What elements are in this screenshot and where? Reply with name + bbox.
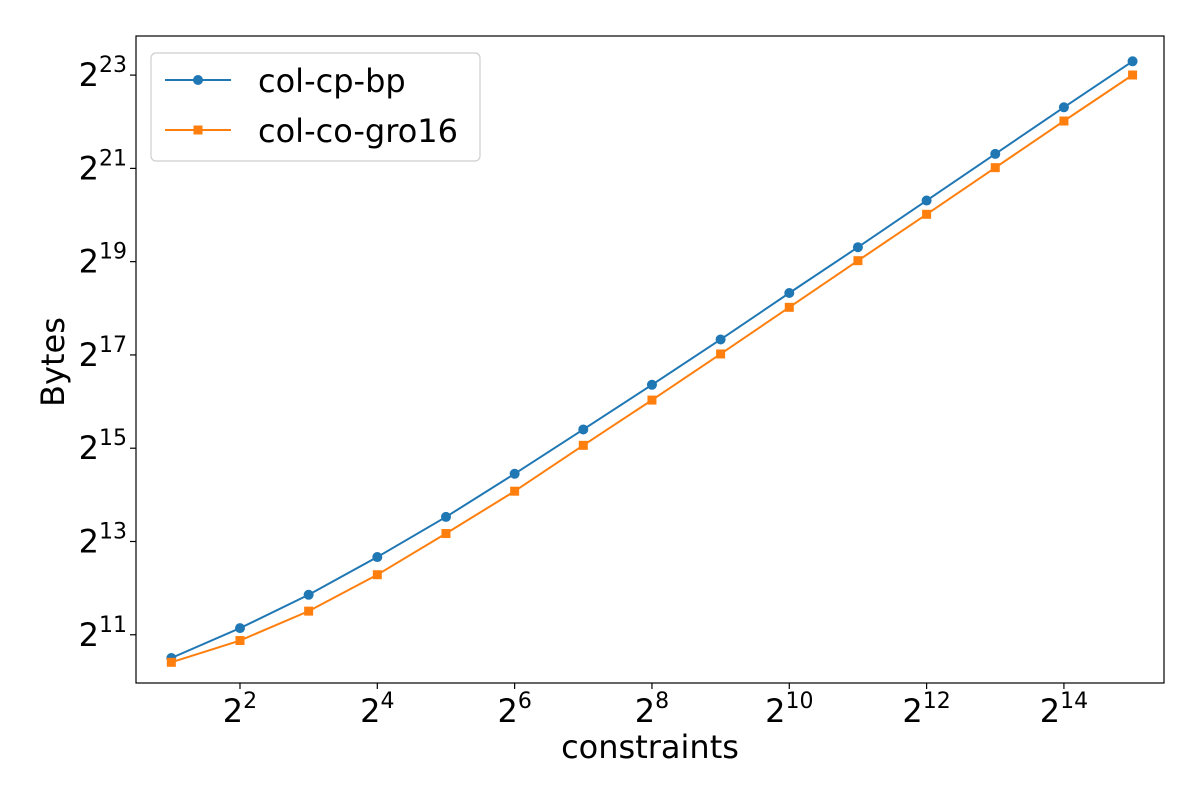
data-point-col-co-gro16-1 xyxy=(235,636,245,646)
y-tick-label-1: 213 xyxy=(79,519,127,560)
data-point-col-co-gro16-14 xyxy=(1128,70,1138,80)
x-axis-ticks: 22 24 26 28 210 212 214 xyxy=(223,683,1088,730)
legend-label-col-co-gro16: col-co-gro16 xyxy=(258,112,458,150)
data-point-col-co-gro16-12 xyxy=(990,163,1000,173)
data-point-col-cp-bp-8 xyxy=(715,334,726,345)
data-point-col-co-gro16-2 xyxy=(304,606,314,616)
series-layer xyxy=(166,56,1138,667)
data-point-col-co-gro16-6 xyxy=(578,440,588,450)
x-tick-label-4: 210 xyxy=(765,689,813,730)
y-tick-label-6: 223 xyxy=(79,53,127,94)
legend-marker-col-cp-bp xyxy=(193,75,203,85)
data-point-col-co-gro16-0 xyxy=(166,657,176,667)
data-point-col-cp-bp-10 xyxy=(852,242,863,253)
y-tick-label-4: 219 xyxy=(79,240,127,281)
data-point-col-cp-bp-11 xyxy=(921,195,932,206)
legend-label-col-cp-bp: col-cp-bp xyxy=(258,62,406,100)
data-point-col-co-gro16-10 xyxy=(853,256,863,266)
legend: col-cp-bp col-co-gro16 xyxy=(150,52,481,162)
data-point-col-cp-bp-1 xyxy=(234,623,245,634)
data-point-col-cp-bp-14 xyxy=(1127,56,1138,67)
x-tick-label-2: 26 xyxy=(497,689,531,730)
series-line-col-co-gro16 xyxy=(171,74,1134,664)
data-point-col-cp-bp-7 xyxy=(646,379,657,390)
data-point-col-co-gro16-5 xyxy=(510,486,520,496)
data-point-col-co-gro16-13 xyxy=(1059,116,1069,126)
data-point-col-co-gro16-8 xyxy=(716,349,726,359)
data-point-col-cp-bp-12 xyxy=(990,148,1001,159)
x-tick-label-6: 214 xyxy=(1040,689,1088,730)
data-point-col-co-gro16-9 xyxy=(784,302,794,312)
legend-marker-col-co-gro16 xyxy=(193,125,203,135)
y-tick-label-3: 217 xyxy=(79,333,127,374)
data-point-col-co-gro16-7 xyxy=(647,395,657,405)
y-tick-label-2: 215 xyxy=(79,426,127,467)
x-axis-title: constraints xyxy=(561,728,739,766)
x-tick-label-5: 212 xyxy=(902,689,950,730)
x-tick-label-0: 22 xyxy=(223,689,257,730)
data-point-col-cp-bp-3 xyxy=(372,552,383,563)
y-tick-label-0: 211 xyxy=(79,613,127,654)
data-point-col-cp-bp-5 xyxy=(509,468,520,479)
plot-frame xyxy=(135,35,1165,684)
data-point-col-co-gro16-3 xyxy=(372,570,382,580)
data-point-col-co-gro16-4 xyxy=(441,529,451,539)
x-tick-label-3: 28 xyxy=(635,689,669,730)
y-axis-title: Bytes xyxy=(34,317,72,407)
y-tick-label-5: 221 xyxy=(79,146,127,187)
data-point-col-cp-bp-4 xyxy=(440,511,451,522)
y-axis-ticks: 211 213 215 217 219 221 223 xyxy=(79,53,136,654)
legend-box xyxy=(150,52,481,162)
data-point-col-co-gro16-11 xyxy=(922,209,932,219)
data-point-col-cp-bp-13 xyxy=(1058,102,1069,113)
data-point-col-cp-bp-6 xyxy=(578,424,589,435)
data-point-col-cp-bp-9 xyxy=(784,288,795,299)
data-point-col-cp-bp-2 xyxy=(303,589,314,600)
x-tick-label-1: 24 xyxy=(360,689,394,730)
